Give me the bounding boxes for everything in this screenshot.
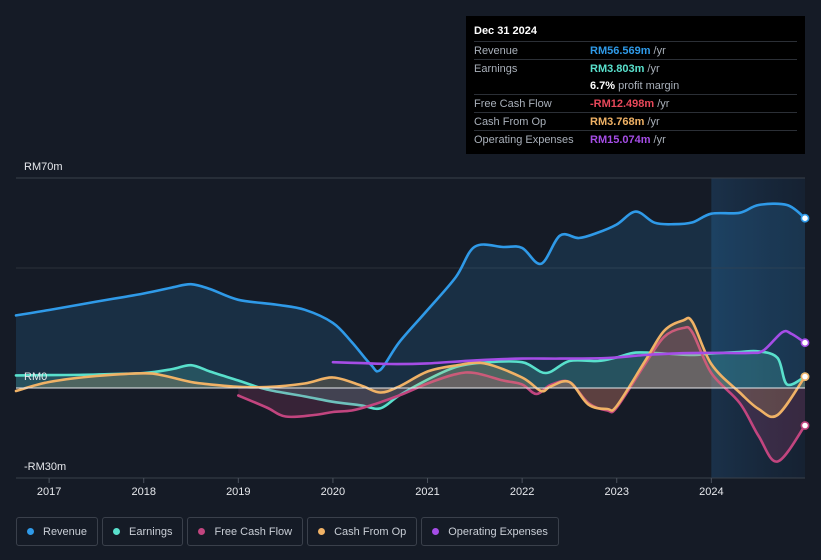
legend-dot-icon bbox=[113, 528, 121, 535]
chart-legend: Revenue Earnings Free Cash Flow Cash From O… bbox=[16, 517, 559, 546]
x-tick-label: 2019 bbox=[226, 486, 250, 498]
tooltip-row: 6.7% profit margin bbox=[474, 77, 797, 94]
series-line-revenue bbox=[14, 202, 807, 373]
series-area-revenue bbox=[16, 203, 805, 388]
tooltip-row: Cash From Op RM3.768m/yr bbox=[474, 112, 797, 130]
tooltip-row-label: Free Cash Flow bbox=[474, 97, 552, 110]
tooltip-rows: Revenue RM56.569m/yr Earnings RM3.803m/yr 6.… bbox=[474, 41, 797, 148]
legend-label: Revenue bbox=[43, 525, 88, 538]
tooltip-row-unit: /yr bbox=[653, 44, 666, 57]
tooltip-row-label: Revenue bbox=[474, 44, 519, 57]
tooltip-row-label: Cash From Op bbox=[474, 115, 547, 128]
series-area-free-cash-flow bbox=[238, 327, 806, 462]
x-tick-label: 2021 bbox=[415, 486, 439, 498]
tooltip-row-value: 6.7% bbox=[590, 79, 616, 92]
series-area-cash-from-op bbox=[16, 317, 805, 417]
tooltip-row: Operating Expenses RM15.074m/yr bbox=[474, 130, 797, 148]
tooltip-row: Free Cash Flow -RM12.498m/yr bbox=[474, 94, 797, 112]
legend-label: Cash From Op bbox=[334, 525, 407, 538]
series-endpoint-cash-from-op bbox=[800, 372, 810, 381]
chart-area: RM70m RM0 -RM30m 2017 2018 2019 2020 2021 2022 20… bbox=[14, 161, 810, 498]
tooltip-row-value: -RM12.498m bbox=[590, 97, 655, 110]
x-tick-label: 2018 bbox=[131, 486, 155, 498]
tooltip-row-value: RM56.569m bbox=[590, 44, 651, 57]
tooltip-row: Revenue RM56.569m/yr bbox=[474, 41, 797, 59]
legend-item-revenue[interactable]: Revenue bbox=[16, 517, 99, 546]
tooltip-panel: Dec 31 2024 Revenue RM56.569m/yr Earnings R… bbox=[466, 16, 805, 154]
y-tick-label: -RM30m bbox=[24, 461, 66, 473]
x-tick-label: 2017 bbox=[37, 486, 61, 498]
x-tick-label: 2020 bbox=[321, 486, 345, 498]
legend-dot-icon bbox=[432, 528, 440, 535]
tooltip-date: Dec 31 2024 bbox=[474, 25, 537, 37]
series-area-earnings bbox=[16, 351, 805, 409]
y-tick-label: RM0 bbox=[24, 371, 47, 383]
legend-label: Earnings bbox=[129, 525, 173, 538]
legend-item-earnings[interactable]: Earnings bbox=[102, 517, 184, 546]
tooltip-row: Earnings RM3.803m/yr bbox=[474, 59, 797, 77]
tooltip-row-unit: /yr bbox=[657, 97, 670, 110]
tooltip-row-unit: profit margin bbox=[618, 79, 680, 92]
legend-dot-icon bbox=[27, 528, 34, 535]
tooltip-row-label: Operating Expenses bbox=[474, 133, 574, 146]
tooltip-row-value: RM15.074m bbox=[590, 133, 651, 146]
legend-item-free-cash-flow[interactable]: Free Cash Flow bbox=[187, 517, 304, 546]
x-tick-label: 2024 bbox=[699, 486, 723, 498]
highlight-region bbox=[711, 178, 805, 478]
legend-label: Free Cash Flow bbox=[214, 525, 293, 538]
y-tick-label: RM70m bbox=[24, 161, 63, 173]
tooltip-row-value: RM3.768m bbox=[590, 115, 645, 128]
x-tick-label: 2023 bbox=[604, 486, 628, 498]
legend-item-operating-expenses[interactable]: Operating Expenses bbox=[421, 517, 559, 546]
series-endpoint-free-cash-flow bbox=[800, 421, 810, 430]
series-endpoint-operating-expenses bbox=[800, 338, 810, 348]
legend-item-cash-from-op[interactable]: Cash From Op bbox=[307, 517, 418, 546]
tooltip-row-value: RM3.803m bbox=[590, 62, 645, 75]
legend-dot-icon bbox=[318, 528, 326, 535]
tooltip-row-unit: /yr bbox=[653, 133, 666, 146]
x-tick-label: 2022 bbox=[510, 486, 534, 498]
series-endpoint-revenue bbox=[800, 213, 810, 223]
tooltip-row-label: Earnings bbox=[474, 62, 518, 75]
tooltip-row-unit: /yr bbox=[647, 62, 660, 75]
legend-dot-icon bbox=[198, 528, 206, 535]
series-line-cash-from-op bbox=[14, 316, 807, 419]
tooltip-row-unit: /yr bbox=[647, 115, 660, 128]
legend-label: Operating Expenses bbox=[448, 525, 548, 538]
series-line-operating-expenses bbox=[331, 329, 807, 366]
